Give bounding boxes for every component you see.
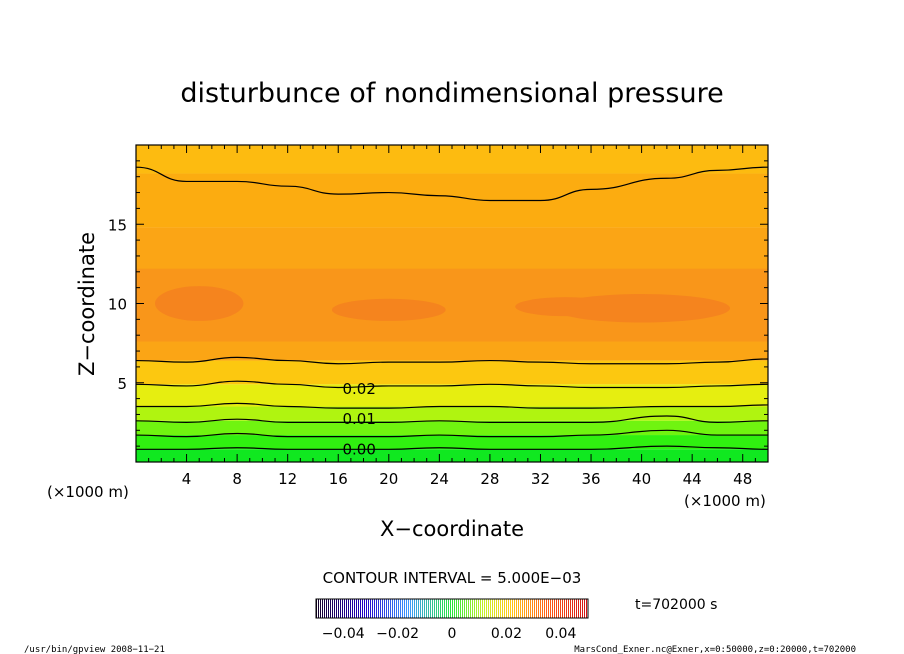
x-tick-label: 16: [329, 470, 348, 488]
colorbar-tick-label: −0.02: [376, 626, 419, 642]
footer-right: MarsCond_Exner.nc@Exner,x=0:50000,z=0:20…: [574, 645, 856, 654]
contour-label-0: 0.02: [342, 380, 375, 398]
fill-band-1: [136, 435, 768, 450]
x-axis-label: X−coordinate: [380, 517, 524, 541]
y-axis: 5 10 15: [108, 144, 768, 463]
fill-band-0: [136, 449, 768, 462]
x-axis: 4 8 12 16 20 24 28 32 36 40 44 48: [135, 145, 769, 488]
fill-band-7: [136, 173, 768, 228]
fill-band-4: [136, 384, 768, 407]
contour-lines: [136, 166, 768, 450]
fill-band-5: [136, 360, 768, 385]
x-tick-label: 40: [632, 470, 651, 488]
fill-band-3: [136, 406, 768, 421]
x-tick-label: 48: [733, 470, 752, 488]
x-unit-right: (×1000 m): [684, 492, 766, 510]
x-tick-label: 28: [480, 470, 499, 488]
contour-line-4: [136, 415, 768, 423]
colorbar: −0.04 −0.02 0 0.02 0.04: [315, 598, 589, 642]
colorbar-tick-label: 0: [448, 626, 457, 642]
x-unit-left: (×1000 m): [47, 483, 129, 501]
colorbar-tick-label: −0.04: [322, 626, 365, 642]
contour-line-2: [136, 380, 768, 389]
contour-line-0: [136, 166, 768, 202]
fill-band-2: [136, 420, 768, 436]
x-tick-label: 32: [531, 470, 550, 488]
colorbar-tick-label: 0.04: [545, 626, 576, 642]
contour-label-1: 0.01: [342, 410, 375, 428]
contour-line-3: [136, 402, 768, 409]
time-label: t=702000 s: [635, 597, 717, 613]
colorbar-tick-label: 0.02: [491, 626, 522, 642]
x-tick-label: 4: [182, 470, 192, 488]
x-tick-label: 44: [683, 470, 702, 488]
fill-band-8: [136, 145, 768, 174]
x-tick-label: 36: [581, 470, 600, 488]
colorbar-frame: [315, 598, 589, 619]
y-tick-label: 15: [108, 216, 127, 234]
fill-blob-0: [154, 286, 244, 321]
x-tick-label: 8: [232, 470, 242, 488]
chart-title: disturbunce of nondimensional pressure: [180, 78, 723, 109]
y-axis-label: Z−coordinate: [75, 232, 99, 376]
y-tick-label: 10: [108, 296, 127, 314]
contour-labels: 0.02 0.01 0.00: [342, 380, 375, 458]
fill-blob-3: [515, 297, 617, 317]
contour-interval: CONTOUR INTERVAL = 5.000E−03: [323, 569, 582, 587]
x-tick-label: 12: [278, 470, 297, 488]
contour-fill: [136, 145, 768, 462]
footer-left: /usr/bin/gpview 2008−11−21: [24, 645, 165, 654]
contour-line-1: [136, 356, 768, 365]
y-tick-label: 5: [117, 375, 127, 393]
contour-label-2: 0.00: [342, 440, 375, 458]
contour-line-6: [136, 445, 768, 450]
x-tick-label: 20: [379, 470, 398, 488]
fill-blob-1: [331, 298, 446, 321]
contour-line-5: [136, 429, 768, 438]
x-tick-label: 24: [430, 470, 449, 488]
